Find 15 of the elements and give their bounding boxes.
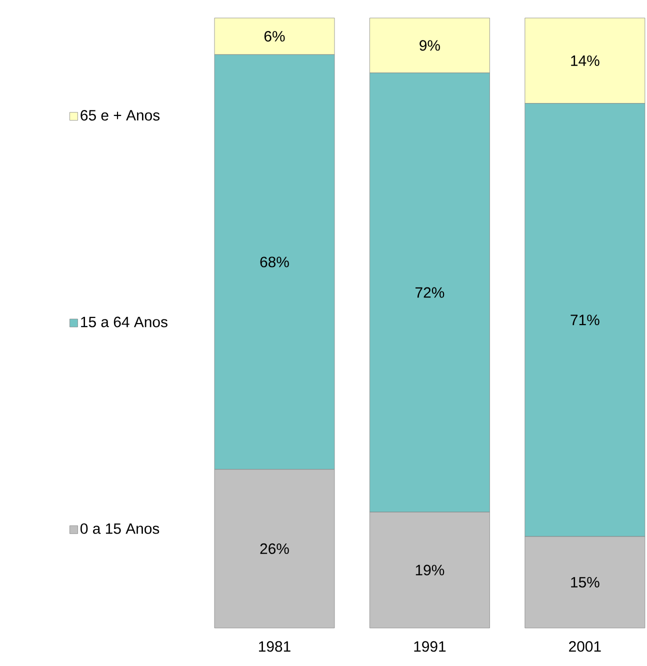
- data-label: 6%: [264, 31, 285, 42]
- data-label: 15%: [571, 577, 600, 588]
- legend-label: 0 a 15 Anos: [80, 523, 160, 534]
- data-label: 9%: [420, 40, 440, 51]
- legend-label: 65 e + Anos: [80, 110, 160, 121]
- data-label: 19%: [416, 564, 444, 576]
- legend-label: 15 a 64 Anos: [81, 316, 168, 328]
- data-label: 72%: [416, 287, 444, 298]
- x-tick-label: 2001: [569, 641, 601, 652]
- x-tick-label: 1991: [414, 641, 446, 652]
- data-label: 71%: [570, 314, 600, 326]
- data-label: 26%: [260, 543, 289, 554]
- x-tick-label: 1981: [259, 641, 290, 652]
- data-label: 68%: [260, 256, 289, 268]
- data-label: 14%: [571, 55, 600, 66]
